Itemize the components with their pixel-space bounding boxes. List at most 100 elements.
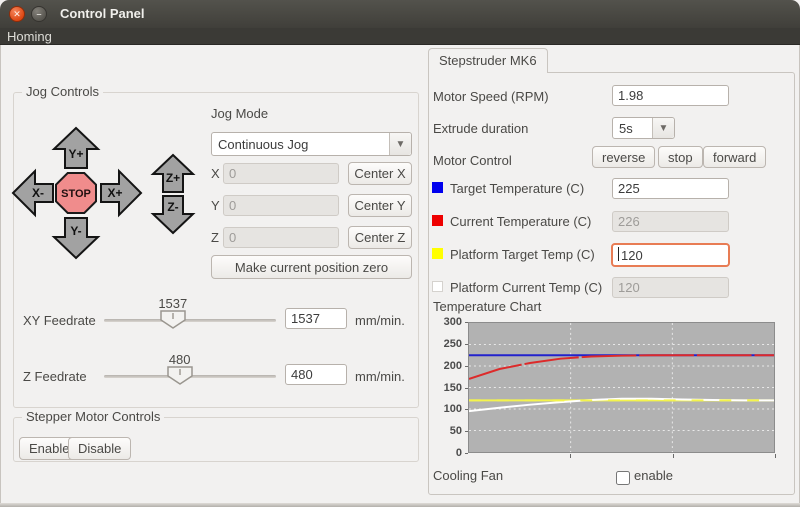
z-feedrate-field[interactable] — [285, 364, 347, 385]
jog-x-plus-label: X+ — [107, 186, 122, 200]
menubar: Homing — [0, 28, 800, 45]
center-z-button[interactable]: Center Z — [348, 226, 412, 249]
jog-y-plus-button[interactable]: Y+ — [51, 126, 101, 169]
target-temp-swatch-icon — [432, 182, 443, 193]
center-x-button[interactable]: Center X — [348, 162, 412, 185]
extrude-duration-label: Extrude duration — [433, 121, 529, 136]
cooling-fan-checkbox-label: enable — [634, 468, 674, 483]
motor-stop-button[interactable]: stop — [658, 146, 703, 168]
chart-xtick-mark — [570, 454, 572, 458]
platform-current-temp-swatch-icon — [432, 281, 443, 292]
xy-feedrate-slider-value: 1537 — [158, 296, 188, 311]
chart-ytick-mark — [465, 431, 468, 433]
text-cursor — [618, 247, 619, 261]
center-y-button[interactable]: Center Y — [348, 194, 412, 217]
stepper-disable-button[interactable]: Disable — [68, 437, 132, 460]
chart-ytick-mark — [465, 387, 468, 389]
platform-target-temp-swatch-icon — [432, 248, 443, 259]
extrude-duration-dropdown-arrow-icon[interactable]: ▼ — [652, 118, 674, 138]
temperature-chart: 0 50 100 150 200 250 300 — [432, 316, 785, 462]
target-temp-field-wrap — [612, 178, 729, 199]
titlebar: ✕ – Control Panel — [0, 0, 800, 28]
chart-ytick-mark — [465, 365, 468, 367]
platform-target-temp-field[interactable] — [611, 243, 730, 267]
z-feedrate-slider-value: 480 — [168, 352, 191, 367]
stepstruder-panel — [428, 72, 795, 495]
make-position-zero-button[interactable]: Make current position zero — [211, 255, 412, 279]
temperature-chart-title: Temperature Chart — [433, 299, 542, 314]
xy-feedrate-field[interactable] — [285, 308, 347, 329]
motor-speed-field[interactable] — [612, 85, 729, 106]
jog-z-minus-label: Z- — [167, 200, 178, 214]
jog-y-minus-button[interactable]: Y- — [51, 217, 101, 260]
jog-pad: Y+ Y- X- X+ STOP Z+ — [11, 126, 196, 260]
axis-y-field[interactable] — [223, 195, 339, 216]
extrude-duration-value: 5s — [619, 120, 633, 136]
platform-current-temp-label: Platform Current Temp (C) — [450, 280, 603, 295]
jog-y-plus-label: Y+ — [68, 147, 83, 161]
jog-x-minus-button[interactable]: X- — [11, 168, 54, 218]
tab-stepstruder-mk6[interactable]: Stepstruder MK6 — [428, 48, 548, 73]
platform-current-temp-field-wrap — [612, 277, 729, 298]
close-button[interactable]: ✕ — [9, 6, 25, 22]
stepper-enable-button[interactable]: Enable — [19, 437, 80, 460]
chart-ytick-label: 250 — [443, 337, 462, 350]
chart-xtick-mark — [775, 454, 776, 458]
motor-forward-button[interactable]: forward — [703, 146, 767, 168]
axis-z-field[interactable] — [223, 227, 339, 248]
z-feedrate-slider[interactable]: 480 — [104, 352, 276, 390]
jog-mode-select[interactable]: Continuous Jog ▼ — [211, 132, 412, 156]
jog-controls-title: Jog Controls — [22, 84, 103, 99]
chart-ytick-label: 50 — [449, 425, 462, 438]
jog-z-plus-button[interactable]: Z+ — [150, 153, 196, 193]
axis-x-label: X — [211, 166, 220, 181]
jog-controls-group: Jog Controls — [13, 84, 419, 408]
xy-feedrate-label: XY Feedrate — [23, 313, 96, 328]
xy-feedrate-slider-track[interactable] — [104, 319, 276, 322]
xy-feedrate-slider-thumb[interactable] — [160, 310, 186, 329]
stepper-motor-group: Stepper Motor Controls — [13, 409, 419, 462]
target-temp-field[interactable] — [612, 178, 729, 199]
current-temp-swatch-icon — [432, 215, 443, 226]
current-temp-field[interactable] — [612, 211, 729, 232]
jog-stop-button[interactable]: STOP — [55, 172, 97, 214]
chart-ytick-label: 300 — [443, 316, 462, 328]
jog-mode-dropdown-arrow-icon[interactable]: ▼ — [389, 133, 411, 155]
xy-feedrate-slider[interactable]: 1537 — [104, 296, 276, 334]
chart-ytick-label: 0 — [455, 447, 462, 459]
minimize-button[interactable]: – — [31, 6, 47, 22]
axis-z-label: Z — [211, 230, 219, 245]
chart-ytick-label: 150 — [443, 381, 462, 394]
chart-series-current — [469, 354, 774, 380]
jog-z-plus-label: Z+ — [166, 171, 180, 185]
platform-target-temp-field-wrap — [611, 243, 730, 267]
chart-ytick-label: 200 — [443, 359, 462, 372]
cooling-fan-checkbox[interactable] — [616, 471, 630, 485]
platform-current-temp-field[interactable] — [612, 277, 729, 298]
current-temp-field-wrap — [612, 211, 729, 232]
current-temp-label: Current Temperature (C) — [450, 214, 592, 229]
cooling-fan-label: Cooling Fan — [433, 468, 504, 483]
jog-z-minus-button[interactable]: Z- — [150, 195, 196, 235]
target-temp-label: Target Temperature (C) — [450, 181, 585, 196]
extrude-duration-select[interactable]: 5s ▼ — [612, 117, 675, 139]
z-feedrate-unit: mm/min. — [355, 369, 405, 384]
chart-xtick-mark — [672, 454, 674, 458]
jog-mode-label: Jog Mode — [211, 106, 269, 121]
temperature-chart-plot — [468, 322, 775, 453]
chart-ytick-mark — [465, 343, 468, 345]
window-title: Control Panel — [60, 6, 145, 21]
axis-x-field[interactable] — [223, 163, 339, 184]
motor-control-label: Motor Control — [433, 153, 512, 168]
z-feedrate-slider-thumb[interactable] — [166, 366, 193, 385]
motor-reverse-button[interactable]: reverse — [592, 146, 656, 168]
jog-x-plus-button[interactable]: X+ — [100, 168, 143, 218]
menu-homing[interactable]: Homing — [7, 29, 52, 44]
motor-speed-label: Motor Speed (RPM) — [433, 89, 549, 104]
chart-ytick-mark — [465, 322, 468, 323]
jog-mode-value: Continuous Jog — [218, 136, 309, 152]
chart-ytick-mark — [465, 453, 468, 454]
platform-target-temp-label: Platform Target Temp (C) — [450, 247, 595, 262]
chart-ytick-mark — [465, 409, 468, 411]
